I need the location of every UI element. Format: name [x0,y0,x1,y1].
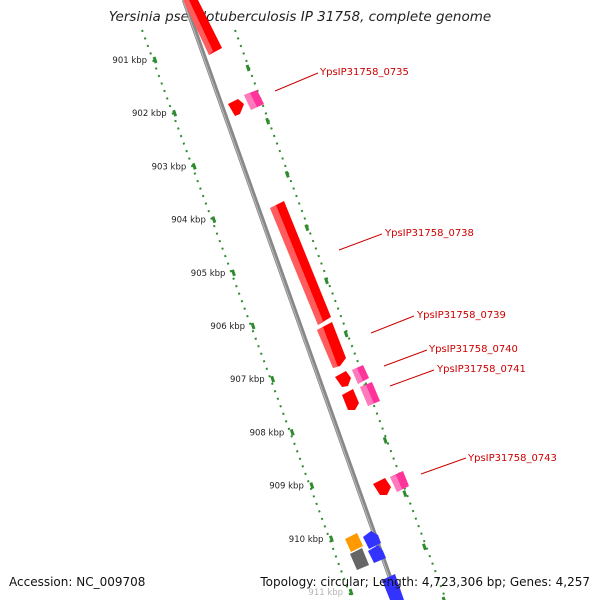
tick-mark [152,56,158,64]
gene-label: YpsIP31758_0738 [384,228,474,239]
tick-mark [211,216,217,224]
orange-feature [345,533,363,552]
tick-labels: 901 kbp 902 kbp 903 kbp 904 kbp 905 kbp 906 k… [112,56,343,598]
tick-mark [329,535,334,543]
tick-mark [172,109,178,117]
gene-labels: YpsIP31758_0735 YpsIP31758_0738 YpsIP317… [274,67,557,475]
tick-label: 910 kbp [289,535,324,545]
tick-label: 907 kbp [230,375,265,385]
gene-label: YpsIP31758_0735 [319,67,409,78]
accession-text: Accession: NC_009708 [9,575,146,589]
tick-label: 903 kbp [152,162,187,172]
gene-feature [335,371,351,387]
tick-mark [441,596,446,600]
tick-mark [422,543,427,551]
tick-mark [265,117,271,125]
gene-feature [373,478,391,495]
tick-label: 909 kbp [269,482,304,492]
rna-feature [382,574,404,600]
gene-feature [228,99,244,116]
tick-label: 904 kbp [171,216,206,226]
tick-marks [152,56,446,600]
tick-label: 911 kbp [308,588,343,598]
ruler-right [234,29,447,600]
tick-mark [250,322,256,330]
genome-backbone [181,0,401,600]
tick-mark [402,490,408,498]
rna-feature [363,531,381,549]
tick-mark [309,482,315,490]
tick-mark [343,330,349,338]
topology-summary: Topology: circular; Length: 4,723,306 bp… [260,575,590,589]
tick-mark [245,64,251,72]
tick-label: 906 kbp [210,322,245,332]
tick-mark [231,269,236,277]
tick-mark [191,162,197,170]
tick-mark [304,224,310,232]
gene-label: YpsIP31758_0739 [416,310,506,321]
tick-mark [289,428,295,436]
tick-label: 902 kbp [132,109,167,119]
tick-mark [382,436,388,444]
tick-mark [348,588,354,596]
tick-mark [284,170,290,178]
tick-label: 901 kbp [112,56,147,66]
grey-feature [350,548,369,570]
gene-label: YpsIP31758_0743 [467,453,557,464]
gene-feature [342,389,359,410]
gene-label: YpsIP31758_0740 [428,344,518,355]
tick-label: 905 kbp [191,269,226,279]
features [183,0,409,600]
gene-label: YpsIP31758_0741 [436,364,526,375]
rna-feature [368,545,386,563]
tick-label: 908 kbp [250,428,285,438]
tick-mark [270,375,276,383]
tick-mark [324,277,329,285]
